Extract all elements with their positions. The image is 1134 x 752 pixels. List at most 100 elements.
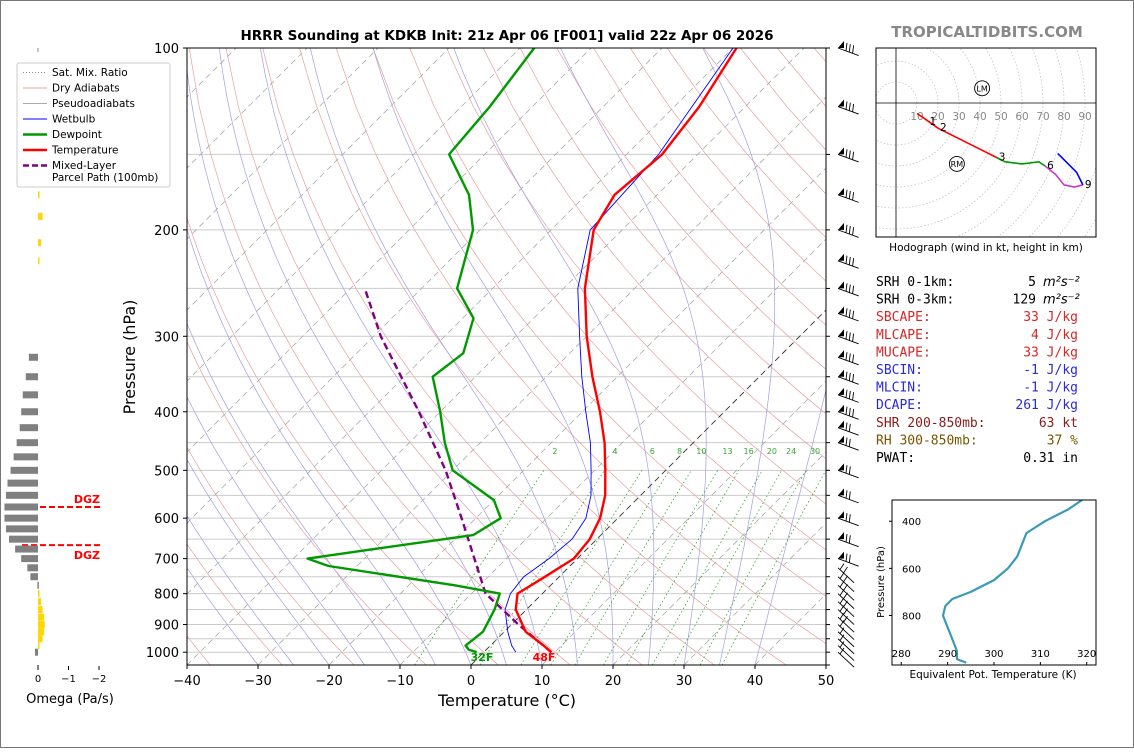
mixing-ratio-label: 20 <box>767 447 777 456</box>
omega-bar <box>38 621 45 628</box>
mixing-ratio-label: 13 <box>722 447 732 456</box>
hodograph-height-label: 9 <box>1085 179 1092 191</box>
index-value: 63 kt <box>1039 416 1078 431</box>
x-tick-label: 0 <box>467 674 475 689</box>
index-label: MLCAPE: <box>876 328 931 343</box>
omega-bar <box>38 635 43 642</box>
omega-bar <box>15 546 38 553</box>
brand-label: TROPICALTIDBITS.COM <box>891 23 1083 41</box>
hodograph-height-label: 1 <box>930 116 937 128</box>
legend-label-dewpoint: Dewpoint <box>52 129 102 141</box>
omega-bar <box>21 408 38 415</box>
omega-bar <box>9 536 38 543</box>
theta-e-x-tick-label: 320 <box>1077 649 1096 660</box>
x-tick-label: 50 <box>818 674 835 689</box>
x-tick-label: −30 <box>244 674 271 689</box>
theta-e-y-tick-label: 600 <box>902 564 921 575</box>
index-value: 4 J/kg <box>1031 328 1078 343</box>
index-value: 33 J/kg <box>1023 345 1078 360</box>
theta-e-y-tick-label: 800 <box>902 612 921 623</box>
omega-bar <box>38 257 40 264</box>
index-label: MUCAPE: <box>876 345 931 360</box>
storm-motion-label: LM <box>976 84 987 93</box>
y-tick-label: 300 <box>154 330 179 345</box>
theta-e-x-tick-label: 290 <box>938 649 957 660</box>
omega-bar <box>38 213 43 220</box>
x-tick-label: 20 <box>605 674 622 689</box>
legend-label-wetbulb: Wetbulb <box>52 114 96 126</box>
y-tick-label: 100 <box>154 42 179 57</box>
legend-label-temp: Temperature <box>51 145 119 157</box>
index-unit: m²s⁻² <box>1043 275 1080 290</box>
hodograph-title: Hodograph (wind in kt, height in km) <box>889 242 1083 254</box>
mixing-ratio-label: 30 <box>810 447 820 456</box>
mixing-ratio-label: 16 <box>744 447 754 456</box>
hodograph-height-label: 2 <box>940 122 947 134</box>
omega-bar <box>21 555 38 562</box>
index-value: 129 <box>1013 293 1036 308</box>
omega-bar <box>6 525 38 532</box>
mixing-ratio-label: 6 <box>650 447 655 456</box>
omega-bar <box>29 354 38 361</box>
hodograph-ring-label: 40 <box>973 111 986 123</box>
omega-bar <box>38 598 41 605</box>
omega-bar <box>35 649 38 656</box>
omega-tick-label: −1 <box>61 674 76 685</box>
y-tick-label: 900 <box>154 619 179 634</box>
omega-bar <box>8 480 39 487</box>
omega-bar <box>23 391 38 398</box>
index-label: PWAT: <box>876 451 915 466</box>
y-tick-label: 1000 <box>146 646 179 661</box>
surface-temp-label: 48F <box>533 651 556 664</box>
hodograph-ring-label: 90 <box>1078 111 1091 123</box>
index-label: SRH 0-3km: <box>876 293 954 308</box>
mixing-ratio-label: 10 <box>696 447 706 456</box>
x-tick-label: −20 <box>315 674 342 689</box>
hodograph-ring-label: 70 <box>1036 111 1049 123</box>
mixing-ratio-label: 4 <box>613 447 618 456</box>
x-tick-label: −40 <box>173 674 200 689</box>
y-axis-label: Pressure (hPa) <box>120 300 139 415</box>
index-label: SRH 0-1km: <box>876 275 954 290</box>
legend-label-pseudo: Pseudoadiabats <box>52 98 135 110</box>
dgz-label: DGZ <box>74 549 100 562</box>
omega-bar <box>14 453 38 460</box>
y-tick-label: 700 <box>154 553 179 568</box>
omega-bar <box>38 606 43 613</box>
y-tick-label: 600 <box>154 512 179 527</box>
omega-bar <box>38 628 44 635</box>
index-value: 5 <box>1028 275 1036 290</box>
index-value: -1 J/kg <box>1023 381 1078 396</box>
hodograph-ring-label: 30 <box>952 111 965 123</box>
index-value: 37 % <box>1047 433 1078 448</box>
omega-bar <box>20 424 38 431</box>
theta-e-x-tick-label: 310 <box>1031 649 1050 660</box>
legend-label-parcel: Mixed-Layer <box>52 160 117 172</box>
mixing-ratio-label: 8 <box>677 447 682 456</box>
theta-e-y-tick-label: 400 <box>902 517 921 528</box>
index-label: SHR 200-850mb: <box>876 416 986 431</box>
mixing-ratio-label: 24 <box>786 447 796 456</box>
omega-bar <box>38 239 41 246</box>
omega-bar <box>38 191 40 198</box>
y-tick-label: 500 <box>154 464 179 479</box>
theta-e-x-tick-label: 300 <box>984 649 1003 660</box>
dgz-label: DGZ <box>74 493 100 506</box>
storm-motion-label: RM <box>951 160 964 169</box>
hodograph-ring-label: 80 <box>1057 111 1070 123</box>
hodograph-ring-label: 50 <box>994 111 1007 123</box>
omega-bar <box>17 439 38 446</box>
omega-bar <box>38 642 40 649</box>
omega-bar <box>38 590 40 597</box>
omega-bar <box>4 503 38 510</box>
y-tick-label: 200 <box>154 224 179 239</box>
index-value: 261 J/kg <box>1015 398 1078 413</box>
x-tick-label: −10 <box>386 674 413 689</box>
omega-bar <box>37 582 39 589</box>
omega-bar <box>38 614 44 621</box>
theta-e-x-tick-label: 280 <box>892 649 911 660</box>
chart-title: HRRR Sounding at KDKB Init: 21z Apr 06 [… <box>240 28 773 44</box>
